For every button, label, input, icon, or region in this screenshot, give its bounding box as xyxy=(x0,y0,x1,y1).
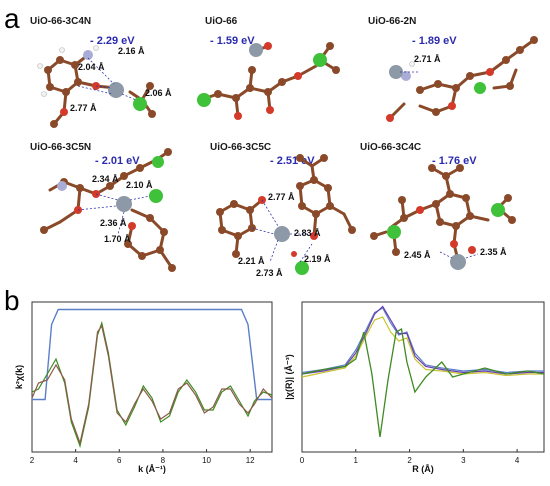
bond-distance: 1.70 Å xyxy=(104,234,131,244)
bond-distance: 2.21 Å xyxy=(238,256,265,266)
x-tick-label: 10 xyxy=(202,456,211,465)
x-tick-label: 2 xyxy=(407,456,412,465)
panel-label-a: a xyxy=(4,3,20,34)
molecule-graphic xyxy=(37,45,156,128)
x-tick-label: 0 xyxy=(300,456,305,465)
series-line-fit xyxy=(31,320,273,449)
structure-uio-66: UiO-66 - 1.59 eV xyxy=(197,16,340,120)
structure-title: UiO-66-3C4C xyxy=(360,142,421,153)
bond-distance: 2.35 Å xyxy=(480,247,507,257)
bond-distance: 2.36 Å xyxy=(100,218,127,228)
molecule-graphic xyxy=(216,154,356,275)
x-tick-label: 1 xyxy=(354,456,359,465)
bond-distance: 2.16 Å xyxy=(118,46,145,56)
molecular-structures: UiO-66-3C4N - 2.29 eV xyxy=(30,16,538,278)
y-axis-label: |χ(R)| (Å⁻³) xyxy=(284,354,294,399)
x-tick-label: 8 xyxy=(161,456,166,465)
molecule-graphic xyxy=(197,42,340,120)
x-tick-labels: 2 4 6 8 10 12 xyxy=(30,449,255,465)
bond-distance: 2.19 Å xyxy=(304,254,331,264)
adsorption-energy: - 1.59 eV xyxy=(210,35,255,47)
x-tick-label: 4 xyxy=(515,456,520,465)
molecule-graphic xyxy=(386,36,538,122)
bond-distance: 2.73 Å xyxy=(256,268,283,278)
x-axis-label: R (Å) xyxy=(412,464,434,474)
series-line xyxy=(301,305,544,375)
x-tick-label: 2 xyxy=(30,456,35,465)
y-axis-label: k²χ(k) xyxy=(14,365,24,389)
structure-uio-66-3c4n: UiO-66-3C4N - 2.29 eV xyxy=(30,16,172,128)
structure-title: UiO-66 xyxy=(205,16,238,27)
x-tick-label: 12 xyxy=(246,456,255,465)
x-tick-label: 3 xyxy=(461,456,466,465)
bond-distance: 2.83 Å xyxy=(294,228,321,238)
exafs-k-space-chart: 2 4 6 8 10 12 k (Å⁻¹) k²χ(k) xyxy=(14,301,273,474)
series-line xyxy=(301,307,544,374)
window-function xyxy=(32,308,272,401)
molecule-graphic xyxy=(370,164,516,270)
exafs-r-space-chart: 0 1 2 3 4 R (Å) |χ(R)| (Å⁻³) xyxy=(284,301,545,474)
bond-distance: 2.77 Å xyxy=(268,192,295,202)
bond-distance: 2.45 Å xyxy=(404,250,431,260)
bond-distance: 2.71 Å xyxy=(414,54,441,64)
bond-distance: 2.34 Å xyxy=(92,174,119,184)
structure-uio-66-3c5n: UiO-66-3C5N - 2.01 eV xyxy=(30,142,176,272)
bond-distance: 2.77 Å xyxy=(70,103,97,113)
structure-uio-66-2n: UiO-66-2N - 1.89 eV xyxy=(368,16,538,122)
structure-title: UiO-66-2N xyxy=(368,16,416,27)
structure-uio-66-3c4c: UiO-66-3C4C - 1.76 eV xyxy=(360,142,516,270)
structure-title: UiO-66-3C5C xyxy=(210,142,271,153)
series-line-imaginary xyxy=(301,327,545,438)
x-tick-label: 6 xyxy=(117,456,122,465)
x-tick-label: 4 xyxy=(73,456,78,465)
molecule-graphic xyxy=(40,148,176,272)
structure-uio-66-3c5c: UiO-66-3C5C - 2.51 eV xyxy=(210,142,356,278)
bond-distance: 2.04 Å xyxy=(78,62,105,72)
structure-title: UiO-66-3C4N xyxy=(30,16,91,27)
bond-distance: 2.06 Å xyxy=(145,88,172,98)
bond-distance: 2.10 Å xyxy=(126,180,153,190)
x-tick-labels: 0 1 2 3 4 xyxy=(300,449,520,465)
adsorption-energy: - 2.29 eV xyxy=(90,35,135,47)
adsorption-energy: - 2.01 eV xyxy=(95,155,140,167)
adsorption-energy: - 1.76 eV xyxy=(432,155,477,167)
plot-frame xyxy=(301,301,545,453)
adsorption-energy: - 1.89 eV xyxy=(412,35,457,47)
plot-frame xyxy=(31,301,273,453)
structure-title: UiO-66-3C5N xyxy=(30,142,91,153)
x-axis-label: k (Å⁻¹) xyxy=(138,464,166,474)
series-line-data xyxy=(31,324,273,446)
panel-label-b: b xyxy=(4,285,20,316)
